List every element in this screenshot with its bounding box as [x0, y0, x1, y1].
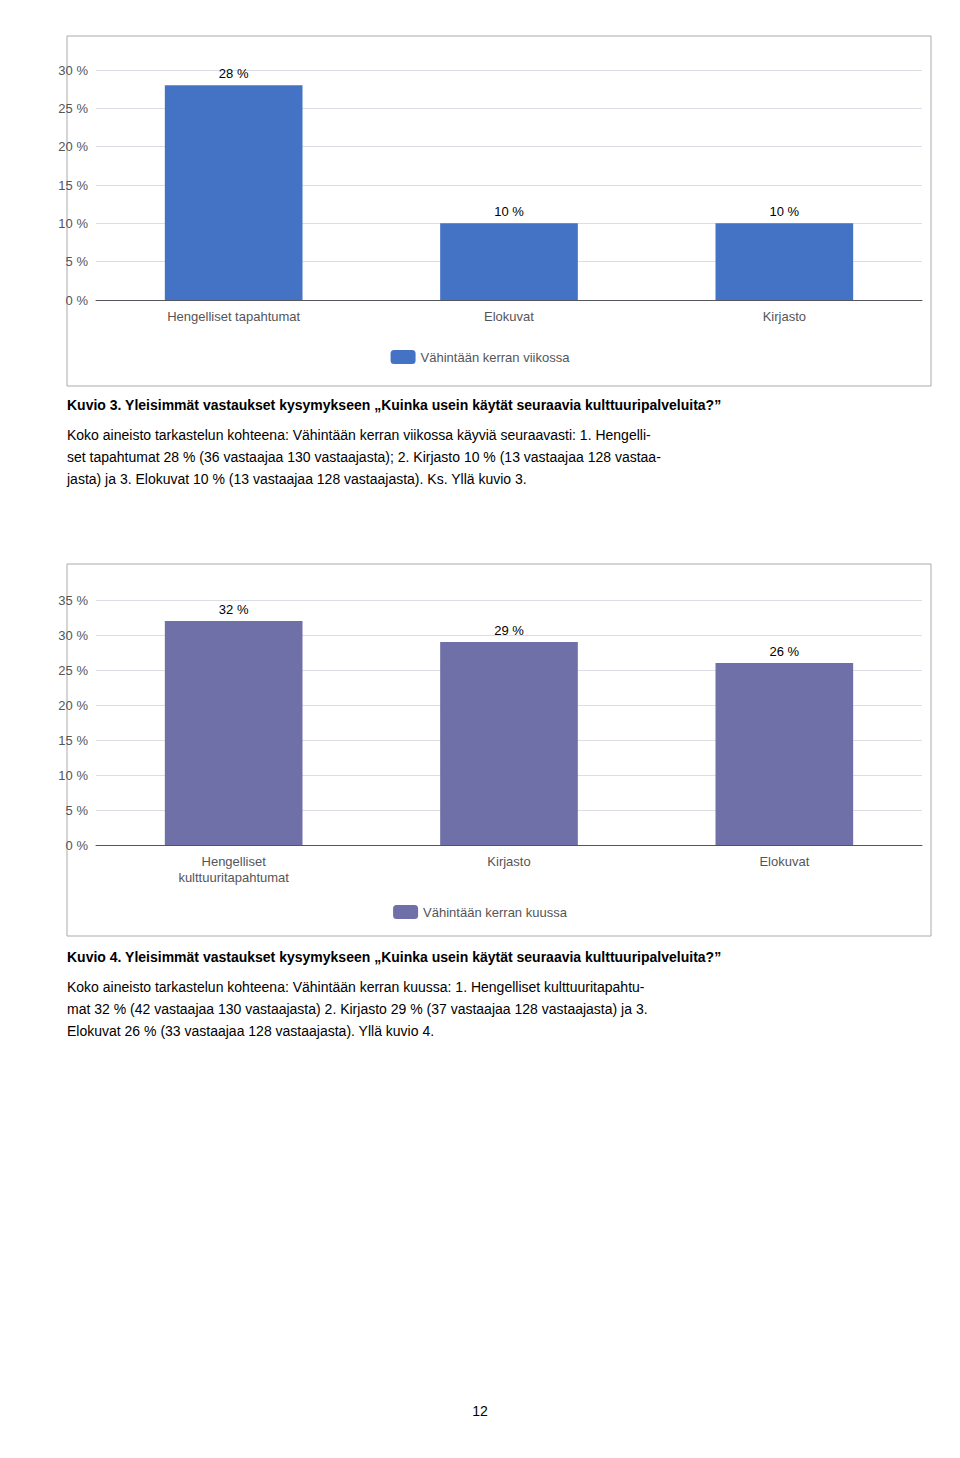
svg-text:10 %: 10 %: [770, 204, 800, 219]
svg-text:29 %: 29 %: [494, 623, 524, 638]
svg-text:Kuvio 3. Yleisimmät vastaukset: Kuvio 3. Yleisimmät vastaukset kysymykse…: [67, 397, 721, 413]
svg-text:jasta) ja 3. Elokuvat 10 % (13: jasta) ja 3. Elokuvat 10 % (13 vastaajaa…: [66, 471, 527, 487]
svg-text:25 %: 25 %: [58, 663, 88, 678]
svg-text:Elokuvat 26 % (33 vastaajaa 12: Elokuvat 26 % (33 vastaajaa 128 vastaaja…: [67, 1023, 434, 1039]
svg-text:12: 12: [472, 1403, 488, 1419]
svg-text:Vähintään kerran viikossa: Vähintään kerran viikossa: [421, 350, 571, 365]
svg-text:26 %: 26 %: [770, 644, 800, 659]
svg-text:Vähintään kerran kuussa: Vähintään kerran kuussa: [423, 905, 568, 920]
svg-text:Elokuvat: Elokuvat: [759, 854, 809, 869]
svg-text:10 %: 10 %: [58, 768, 88, 783]
svg-text:15 %: 15 %: [58, 733, 88, 748]
svg-text:0 %: 0 %: [66, 838, 89, 853]
svg-text:20 %: 20 %: [58, 698, 88, 713]
svg-text:28 %: 28 %: [219, 66, 249, 81]
svg-text:Elokuvat: Elokuvat: [484, 309, 534, 324]
svg-text:5 %: 5 %: [66, 803, 89, 818]
svg-text:0 %: 0 %: [66, 293, 89, 308]
svg-text:Kirjasto: Kirjasto: [487, 854, 530, 869]
svg-text:Hengelliset tapahtumat: Hengelliset tapahtumat: [167, 309, 300, 324]
svg-text:Koko aineisto tarkastelun koht: Koko aineisto tarkastelun kohteena: Vähi…: [67, 427, 651, 443]
svg-text:5 %: 5 %: [66, 254, 89, 269]
svg-text:20 %: 20 %: [58, 139, 88, 154]
svg-text:30 %: 30 %: [58, 63, 88, 78]
svg-text:Kirjasto: Kirjasto: [763, 309, 806, 324]
svg-text:kulttuuritapahtumat: kulttuuritapahtumat: [178, 870, 289, 885]
svg-text:mat 32 % (42 vastaajaa 130 vas: mat 32 % (42 vastaajaa 130 vastaajasta) …: [67, 1001, 648, 1017]
svg-text:32 %: 32 %: [219, 602, 249, 617]
svg-text:Hengelliset: Hengelliset: [202, 854, 267, 869]
svg-text:set tapahtumat 28 % (36 vastaa: set tapahtumat 28 % (36 vastaajaa 130 va…: [67, 449, 661, 465]
svg-text:Kuvio 4. Yleisimmät vastaukset: Kuvio 4. Yleisimmät vastaukset kysymykse…: [67, 949, 721, 965]
svg-text:25 %: 25 %: [58, 101, 88, 116]
svg-text:Koko aineisto tarkastelun koht: Koko aineisto tarkastelun kohteena: Vähi…: [67, 979, 645, 995]
svg-text:35 %: 35 %: [58, 593, 88, 608]
svg-text:10 %: 10 %: [58, 216, 88, 231]
svg-text:15 %: 15 %: [58, 178, 88, 193]
svg-text:10 %: 10 %: [494, 204, 524, 219]
svg-text:30 %: 30 %: [58, 628, 88, 643]
